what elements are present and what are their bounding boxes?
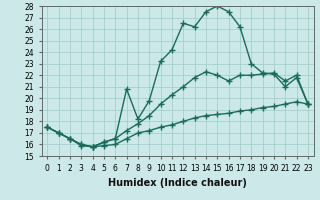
X-axis label: Humidex (Indice chaleur): Humidex (Indice chaleur): [108, 178, 247, 188]
